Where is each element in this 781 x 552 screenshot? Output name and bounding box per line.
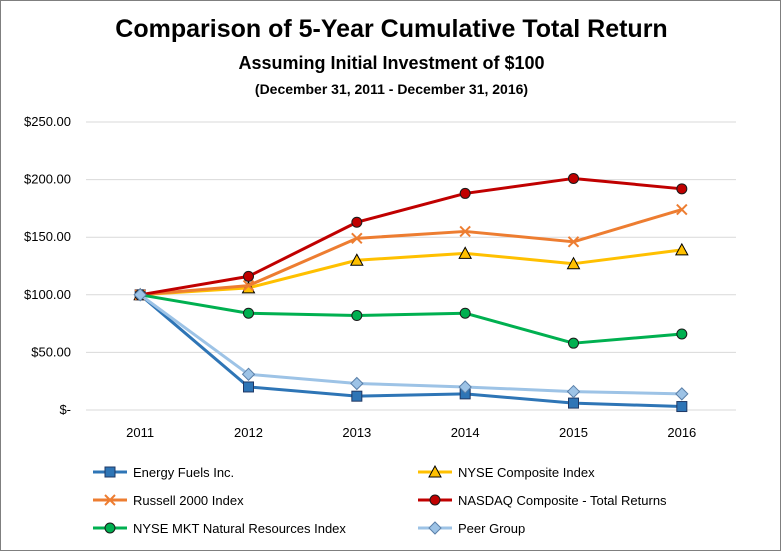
chart-subtitle: Assuming Initial Investment of $100 <box>238 53 545 73</box>
data-point-4-3 <box>459 307 471 319</box>
y-tick-label-2: $100.00 <box>24 287 71 302</box>
series-line-1 <box>140 248 683 297</box>
data-point-5-2 <box>350 376 364 391</box>
data-point-5-0 <box>133 288 147 302</box>
data-point-0-4 <box>568 397 579 409</box>
legend-label-2: Russell 2000 Index <box>133 493 244 508</box>
legend-label-1: NYSE Composite Index <box>458 465 595 480</box>
series-2 <box>134 203 688 301</box>
data-point-1-3 <box>458 246 473 259</box>
data-point-3-1 <box>243 270 254 282</box>
legend-marker-5 <box>428 521 442 535</box>
data-point-2-3 <box>459 225 471 238</box>
legend-entry-0: Energy Fuels Inc. <box>93 465 234 480</box>
series-line-0 <box>139 293 682 409</box>
legend-label-3: NASDAQ Composite - Total Returns <box>458 493 667 508</box>
x-tick-label-2: 2013 <box>342 425 371 440</box>
data-point-4-5 <box>676 328 688 340</box>
data-point-3-4 <box>568 172 579 184</box>
data-point-4-2 <box>351 310 363 322</box>
chart-date-range: (December 31, 2011 - December 31, 2016) <box>254 81 529 97</box>
data-point-2-5 <box>676 203 688 216</box>
legend-label-5: Peer Group <box>458 521 525 536</box>
legend-marker-3 <box>429 494 441 506</box>
legend-marker-0 <box>104 466 116 478</box>
data-point-3-2 <box>351 216 363 228</box>
x-tick-label-4: 2015 <box>559 425 588 440</box>
data-point-4-4 <box>568 337 579 349</box>
data-point-0-1 <box>243 381 254 393</box>
data-point-5-4 <box>566 384 581 399</box>
y-tick-label-0: $- <box>59 402 71 417</box>
data-point-0-5 <box>676 401 688 413</box>
x-tick-label-1: 2012 <box>234 425 263 440</box>
series-3 <box>134 172 688 301</box>
legend-entry-1: NYSE Composite Index <box>418 464 595 480</box>
data-point-0-2 <box>351 390 363 402</box>
series-line-3 <box>139 176 682 297</box>
legend-entry-3: NASDAQ Composite - Total Returns <box>418 493 667 508</box>
series-line-4 <box>139 293 682 345</box>
series-line-2 <box>140 208 683 297</box>
y-tick-label-3: $150.00 <box>24 229 71 244</box>
x-tick-label-5: 2016 <box>667 425 696 440</box>
data-point-2-1 <box>242 279 255 292</box>
data-point-3-3 <box>459 187 471 199</box>
data-point-2-4 <box>567 236 580 248</box>
data-point-5-1 <box>241 367 256 381</box>
data-point-2-2 <box>351 232 363 245</box>
data-point-5-5 <box>675 387 689 401</box>
y-tick-label-1: $50.00 <box>31 344 71 359</box>
legend-entry-5: Peer Group <box>418 521 525 536</box>
data-point-1-4 <box>566 256 581 270</box>
legend-label-4: NYSE MKT Natural Resources Index <box>133 521 346 536</box>
data-point-1-5 <box>674 242 689 256</box>
y-tick-label-4: $200.00 <box>24 172 71 187</box>
legend-entry-4: NYSE MKT Natural Resources Index <box>93 521 346 536</box>
data-point-4-1 <box>243 307 254 319</box>
series-line-5 <box>139 293 682 396</box>
chart-title: Comparison of 5-Year Cumulative Total Re… <box>115 15 668 43</box>
data-point-3-5 <box>676 183 688 195</box>
legend-marker-1 <box>428 464 442 478</box>
data-point-5-3 <box>458 380 472 394</box>
series-1 <box>133 242 689 301</box>
legend-entry-2: Russell 2000 Index <box>93 493 244 508</box>
legend-marker-2 <box>104 494 116 506</box>
y-tick-label-5: $250.00 <box>24 114 71 129</box>
x-tick-label-0: 2011 <box>126 425 154 440</box>
series-4 <box>134 289 688 349</box>
legend-marker-4 <box>104 522 116 534</box>
series-5 <box>133 288 689 401</box>
data-point-1-2 <box>349 253 364 266</box>
legend-label-0: Energy Fuels Inc. <box>133 465 234 480</box>
x-tick-label-3: 2014 <box>451 425 480 440</box>
